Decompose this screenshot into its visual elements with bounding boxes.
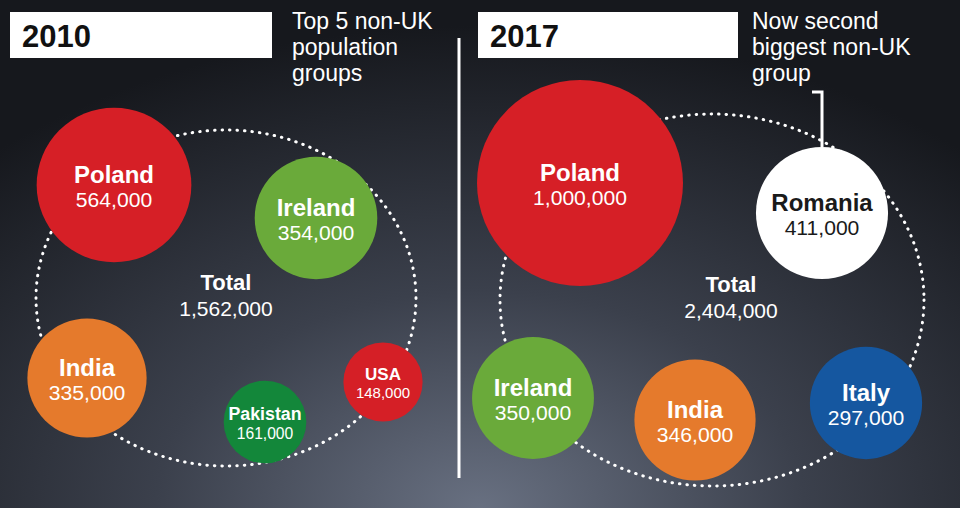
bubble [472, 337, 594, 459]
total-label: Total [201, 270, 252, 295]
category-label: Italy [842, 379, 891, 406]
total-label: Total [706, 272, 757, 297]
total: Total2,404,000 [684, 272, 777, 322]
title: 2010 [22, 19, 91, 54]
total: Total1,562,000 [179, 270, 272, 320]
category-label: Poland [540, 159, 620, 186]
data-label: 335,000 [49, 381, 125, 404]
bubble [756, 147, 888, 279]
bubble [224, 381, 307, 464]
bubble [27, 318, 146, 437]
data-label: 297,000 [828, 406, 904, 429]
total-value: 2,404,000 [684, 299, 777, 322]
data-label: 411,000 [785, 216, 860, 239]
category-label: USA [365, 365, 401, 384]
bubble [634, 359, 755, 480]
annotation-pointer [812, 92, 822, 147]
title-box [10, 12, 272, 58]
category-label: India [59, 354, 116, 381]
divider [458, 38, 461, 478]
data-label: 148,000 [356, 384, 410, 401]
bubble [477, 80, 683, 286]
subtitle: Top 5 non-UK population groups [292, 8, 452, 86]
category-label: Romania [771, 189, 873, 216]
bubble [37, 108, 192, 263]
bubble [810, 347, 922, 459]
data-label: 354,000 [278, 221, 354, 244]
category-label: Pakistan [228, 404, 301, 424]
data-label: 161,000 [237, 425, 294, 442]
data-label: 1,000,000 [533, 186, 627, 209]
category-label: Ireland [494, 374, 573, 401]
category-label: Ireland [277, 194, 356, 221]
bubble [255, 157, 378, 280]
data-label: 350,000 [495, 401, 571, 424]
annotation: Now second biggest non-UK group [752, 8, 930, 86]
title-box [478, 12, 738, 58]
title: 2017 [490, 19, 559, 54]
panel: 2017 Total2,404,000 Poland1,000,000 Romania… [472, 12, 924, 486]
bubble [343, 342, 422, 421]
data-label: 564,000 [76, 188, 152, 211]
category-label: India [667, 396, 724, 423]
total-value: 1,562,000 [179, 297, 272, 320]
infographic: 2010Total1,562,000Poland564,000Ireland35… [0, 0, 960, 508]
chart-canvas: 2010Total1,562,000Poland564,000Ireland35… [0, 0, 960, 508]
category-label: Poland [74, 161, 154, 188]
data-label: 346,000 [657, 423, 733, 446]
